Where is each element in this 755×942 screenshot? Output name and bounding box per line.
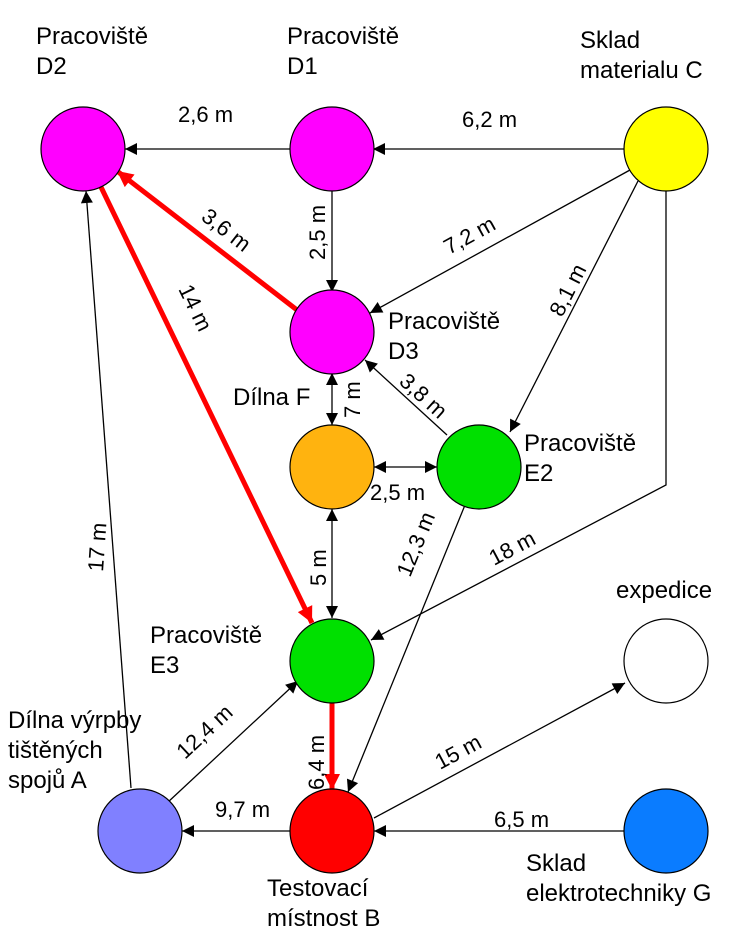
edge-label-e2-b: 12,3 m — [391, 508, 440, 580]
label-c: Sklad materialu C — [580, 27, 703, 84]
label-d3: Pracoviště D3 — [388, 308, 500, 365]
label-f: Dílna F — [233, 384, 310, 411]
node-f — [289, 424, 375, 510]
edge-c-e3 — [370, 191, 667, 641]
edge-label-b-a: 9,7 m — [215, 797, 270, 822]
node-g — [623, 788, 709, 874]
label-expedice: expedice — [616, 577, 712, 604]
edge-label-e3-b: 6,4 m — [304, 735, 329, 790]
edge-label-a-e3: 12,4 m — [171, 699, 237, 763]
edge-label-d2-e3: 14 m — [174, 280, 218, 335]
node-c — [623, 106, 709, 192]
node-d1 — [289, 106, 375, 192]
edge-d3-d2 — [115, 169, 299, 312]
label-d2: Pracoviště D2 — [36, 23, 148, 80]
nodes — [40, 106, 709, 874]
edge-b-exp — [373, 682, 626, 819]
node-d3 — [289, 289, 375, 375]
edge-c-d3 — [369, 169, 631, 314]
edge-e2-d3 — [364, 359, 448, 436]
label-d1: Pracoviště D1 — [287, 23, 399, 80]
edge-label-d3-f: 7 m — [340, 381, 365, 418]
edge-label-d1-d2: 2,6 m — [178, 102, 233, 127]
node-d2 — [40, 106, 126, 192]
edge-label-c-d3: 7,2 m — [439, 211, 499, 259]
edge-label-c-d1: 6,2 m — [462, 107, 517, 132]
edge-label-a-d2: 17 m — [83, 522, 111, 573]
label-b: Testovací místnost B — [267, 875, 380, 932]
edge-e2-b — [346, 504, 466, 793]
node-expedice — [623, 618, 709, 704]
edge-label-f-e3: 5 m — [306, 549, 331, 586]
node-b — [289, 788, 375, 874]
edge-label-f-e2: 2,5 m — [370, 480, 425, 505]
label-e3: Pracoviště E3 — [150, 622, 262, 679]
edge-label-d1-d3: 2,5 m — [305, 205, 330, 260]
edge-label-c-e2: 8,1 m — [544, 260, 591, 320]
edge-label-c-e3: 18 m — [485, 525, 540, 570]
label-e2: Pracoviště E2 — [524, 430, 636, 487]
edge-label-b-exp: 15 m — [431, 729, 486, 774]
edge-d2-e3 — [97, 183, 315, 625]
edge-a-d2 — [80, 190, 132, 789]
edge-c-e2 — [509, 180, 639, 433]
edge-label-g-b: 6,5 m — [494, 807, 549, 832]
node-e3 — [289, 618, 375, 704]
label-a: Dílna výrpby tištěných spojů A — [8, 707, 141, 794]
edges — [80, 143, 667, 837]
node-labels: Pracoviště D2 Pracoviště D1 Sklad materialu… — [8, 23, 712, 932]
label-g: Sklad elektrotechniky G — [526, 850, 711, 907]
node-a — [97, 788, 183, 874]
node-e2 — [436, 424, 522, 510]
edge-a-e3 — [166, 680, 299, 804]
edge-label-d3-d2: 3,6 m — [197, 203, 256, 256]
